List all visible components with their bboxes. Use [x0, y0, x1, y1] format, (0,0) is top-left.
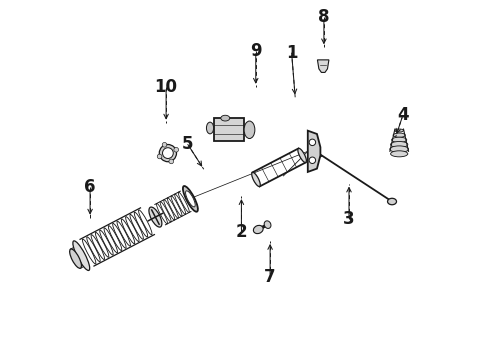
- Circle shape: [309, 139, 316, 145]
- Ellipse shape: [221, 115, 230, 121]
- Text: 5: 5: [182, 135, 194, 153]
- Ellipse shape: [186, 191, 195, 207]
- Ellipse shape: [264, 221, 271, 229]
- Ellipse shape: [391, 141, 408, 148]
- Ellipse shape: [162, 143, 167, 147]
- Text: 1: 1: [286, 44, 297, 62]
- Circle shape: [309, 157, 316, 163]
- Text: 3: 3: [343, 211, 355, 229]
- Ellipse shape: [70, 249, 81, 268]
- Ellipse shape: [253, 225, 263, 234]
- Ellipse shape: [388, 198, 396, 205]
- Circle shape: [163, 148, 173, 158]
- Ellipse shape: [206, 122, 214, 134]
- Ellipse shape: [395, 129, 403, 132]
- Ellipse shape: [183, 186, 198, 212]
- Text: 2: 2: [236, 223, 247, 241]
- Text: 6: 6: [84, 178, 96, 196]
- Ellipse shape: [169, 159, 173, 164]
- Text: 4: 4: [397, 107, 409, 125]
- Text: 8: 8: [318, 8, 330, 26]
- Ellipse shape: [174, 147, 178, 152]
- Polygon shape: [318, 60, 329, 72]
- Polygon shape: [308, 131, 320, 172]
- Ellipse shape: [157, 154, 162, 159]
- Ellipse shape: [392, 137, 407, 143]
- Polygon shape: [214, 118, 244, 141]
- Ellipse shape: [244, 121, 255, 139]
- Ellipse shape: [298, 148, 306, 162]
- Text: 7: 7: [264, 268, 276, 286]
- Text: 9: 9: [250, 42, 262, 60]
- Ellipse shape: [73, 241, 90, 270]
- Ellipse shape: [393, 133, 405, 137]
- Ellipse shape: [159, 144, 176, 162]
- Ellipse shape: [390, 146, 409, 152]
- Ellipse shape: [149, 207, 162, 227]
- Ellipse shape: [391, 151, 408, 157]
- Text: 10: 10: [155, 78, 177, 96]
- Ellipse shape: [252, 172, 260, 186]
